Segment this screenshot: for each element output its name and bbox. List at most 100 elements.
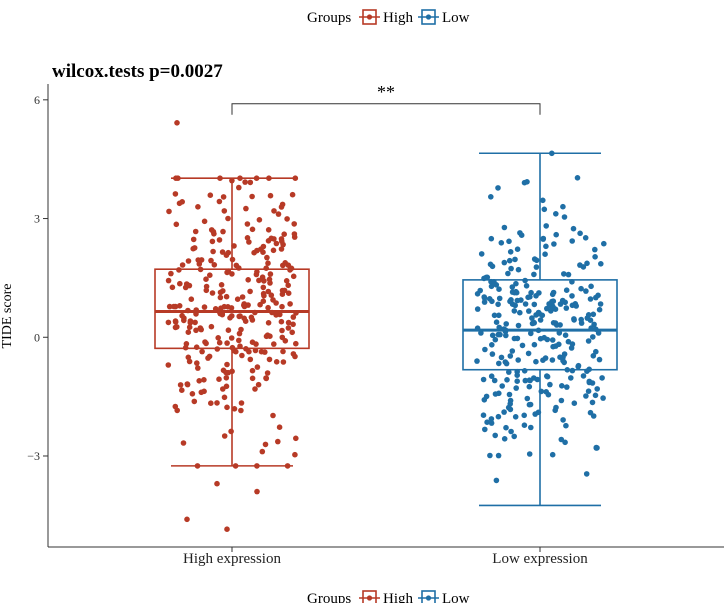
data-point <box>219 249 226 255</box>
data-point <box>221 394 228 401</box>
data-point <box>492 336 499 343</box>
data-point <box>215 335 221 341</box>
data-point <box>249 226 256 233</box>
data-point <box>506 257 513 264</box>
data-point <box>488 283 495 290</box>
data-point <box>583 288 589 294</box>
data-point <box>560 417 566 423</box>
data-point <box>279 291 286 298</box>
data-point <box>542 251 548 257</box>
data-point <box>172 324 179 331</box>
data-point <box>526 383 533 390</box>
data-point <box>474 291 481 297</box>
data-point <box>592 246 598 253</box>
data-point <box>249 375 256 382</box>
data-point <box>280 241 286 248</box>
data-point <box>223 369 229 376</box>
data-point <box>549 451 556 458</box>
data-point <box>239 352 245 359</box>
data-point <box>585 312 592 318</box>
data-point <box>503 424 509 431</box>
data-point <box>574 175 581 181</box>
data-point <box>487 452 493 459</box>
data-point <box>220 228 226 235</box>
data-point <box>522 301 529 307</box>
data-point <box>265 288 272 295</box>
data-point <box>496 360 502 367</box>
data-point <box>292 451 298 458</box>
data-point <box>217 294 224 301</box>
data-point <box>508 428 514 435</box>
data-point <box>221 208 228 214</box>
data-point <box>193 344 200 351</box>
data-point <box>531 341 538 348</box>
data-point <box>263 265 270 272</box>
data-point <box>527 294 533 300</box>
data-point <box>202 339 208 345</box>
data-point <box>238 400 245 406</box>
data-point <box>265 304 271 311</box>
data-point <box>293 340 299 347</box>
data-point <box>595 292 601 299</box>
data-point <box>533 264 540 270</box>
data-point <box>498 354 505 361</box>
data-point <box>216 339 223 346</box>
data-point <box>590 413 597 419</box>
data-point <box>589 380 596 386</box>
data-point <box>588 283 594 290</box>
data-point <box>259 448 266 455</box>
data-point <box>233 262 240 269</box>
data-point <box>553 211 559 217</box>
data-point <box>191 398 198 405</box>
data-point <box>550 343 556 350</box>
data-point <box>511 308 518 314</box>
data-point <box>255 381 262 388</box>
data-point <box>284 216 290 222</box>
data-point <box>527 401 534 408</box>
data-point <box>259 274 266 281</box>
data-point <box>176 303 183 309</box>
data-point <box>185 329 192 336</box>
data-point <box>599 375 605 381</box>
data-point <box>580 264 587 270</box>
legend-bottom-label-high: High <box>383 591 414 603</box>
data-point <box>488 235 495 242</box>
data-point <box>267 271 274 277</box>
data-point <box>197 325 204 331</box>
data-point <box>263 375 270 382</box>
data-point <box>532 411 538 417</box>
data-point <box>517 230 523 236</box>
data-point <box>557 354 563 361</box>
data-point <box>265 227 272 233</box>
data-point <box>481 294 488 300</box>
data-point <box>480 412 487 419</box>
data-point <box>501 259 508 266</box>
data-point <box>495 185 501 191</box>
data-point <box>290 314 297 320</box>
box-iqr <box>154 268 310 350</box>
data-point <box>233 348 239 355</box>
data-point <box>489 298 495 305</box>
data-point <box>271 341 277 347</box>
data-point <box>166 303 173 310</box>
data-point <box>227 315 233 321</box>
data-point <box>519 342 526 349</box>
data-point <box>496 295 503 302</box>
data-point <box>537 317 544 323</box>
data-point <box>193 327 199 334</box>
outlier-point <box>184 516 190 523</box>
data-point <box>528 330 534 337</box>
data-point <box>593 444 600 451</box>
data-point <box>279 327 285 334</box>
data-point <box>223 375 230 381</box>
data-point <box>185 258 192 264</box>
data-point <box>166 208 172 215</box>
data-point <box>562 332 569 339</box>
data-point <box>533 358 539 365</box>
data-point <box>515 357 521 363</box>
data-point <box>194 360 200 366</box>
data-point <box>260 249 266 255</box>
data-point <box>277 311 283 318</box>
legend-label-low: Low <box>442 10 470 26</box>
